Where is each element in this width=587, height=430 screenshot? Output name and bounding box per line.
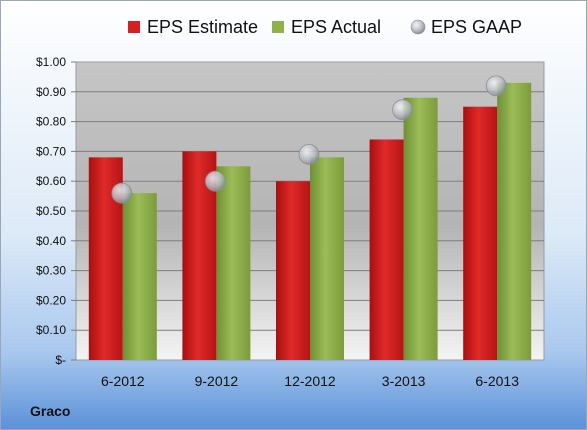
y-tick-label: $0.80: [36, 115, 66, 129]
x-tick-label: 6-2012: [101, 373, 145, 389]
y-tick-label: $0.40: [36, 234, 66, 248]
x-tick-label: 6-2013: [475, 373, 519, 389]
marker-eps-gaap: [392, 99, 414, 121]
x-axis-ticks: 6-2012 9-2012 12-2012 3-2013 6-2013: [101, 373, 519, 389]
marker-eps-gaap: [298, 143, 320, 165]
legend-label: EPS Estimate: [147, 17, 258, 37]
marker-eps-gaap: [204, 170, 226, 192]
gaap-markers: [111, 75, 507, 204]
y-tick-label: $0.60: [36, 174, 66, 188]
bar-eps-actual: [216, 166, 251, 360]
y-tick-label: $1.00: [36, 55, 66, 69]
legend-label: EPS GAAP: [431, 17, 522, 37]
legend-swatch: [128, 21, 140, 33]
legend-swatch: [272, 21, 284, 33]
bars: [88, 82, 532, 361]
footer-company-label: Graco: [30, 403, 70, 419]
y-tick-label: $0.50: [36, 204, 66, 218]
bar-eps-actual: [310, 157, 344, 360]
bar-eps-actual: [403, 97, 438, 360]
bar-eps-estimate: [369, 139, 404, 360]
legend-swatch: [410, 19, 426, 35]
y-tick-label: $0.90: [36, 85, 66, 99]
x-tick-label: 12-2012: [284, 373, 336, 389]
marker-eps-gaap: [485, 75, 507, 97]
legend: EPS Estimate EPS Actual EPS GAAP: [128, 17, 522, 37]
y-tick-label: $0.10: [36, 323, 66, 337]
bar-eps-actual: [122, 193, 157, 360]
y-tick-label: $0.70: [36, 144, 66, 158]
legend-label: EPS Actual: [291, 17, 381, 37]
y-tick-label: $0.20: [36, 293, 66, 307]
marker-eps-gaap: [111, 182, 133, 204]
bar-eps-actual: [497, 82, 532, 361]
y-axis-ticks: $- $0.10 $0.20 $0.30 $0.40 $0.50 $0.60 $0.70 $0.…: [36, 55, 76, 367]
x-tick-label: 3-2013: [382, 373, 426, 389]
y-tick-label: $0.30: [36, 264, 66, 278]
y-tick-label: $-: [55, 353, 66, 367]
x-tick-label: 9-2012: [195, 373, 239, 389]
bar-eps-estimate: [463, 106, 498, 360]
bar-eps-estimate: [276, 181, 310, 360]
